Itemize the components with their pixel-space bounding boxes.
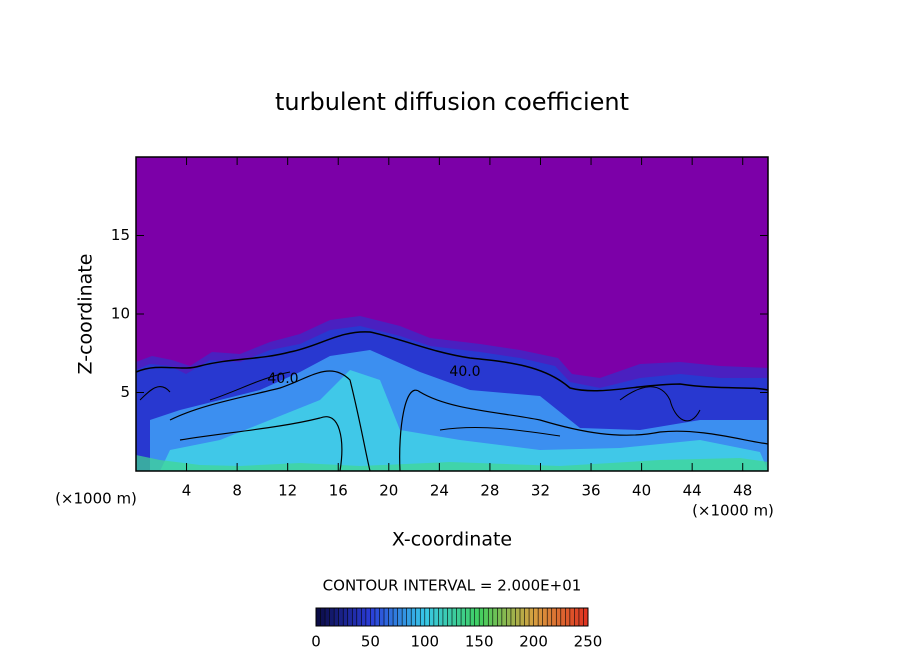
colorbar-cell bbox=[488, 608, 493, 626]
colorbar-tick-label: 0 bbox=[311, 633, 321, 651]
colorbar-cell bbox=[424, 608, 430, 626]
colorbar-tick-label: 50 bbox=[361, 633, 380, 651]
colorbar-cell bbox=[479, 608, 484, 626]
colorbar-cell bbox=[452, 608, 457, 626]
x-tick-label: 12 bbox=[278, 482, 297, 500]
contour-line bbox=[135, 331, 769, 392]
colorbar-cell bbox=[320, 608, 326, 626]
colorbar-cell bbox=[438, 608, 443, 626]
x-unit: (×1000 m) bbox=[692, 502, 774, 520]
colorbar-cell bbox=[329, 608, 335, 626]
colorbar-tick-label: 150 bbox=[465, 633, 494, 651]
colorbar-cell bbox=[510, 608, 516, 626]
colorbar-cell bbox=[538, 608, 543, 626]
colorbar-cell bbox=[465, 608, 471, 626]
colorbar-cell bbox=[384, 608, 389, 626]
colorbar-cell bbox=[338, 608, 344, 626]
colorbar-cell bbox=[569, 608, 575, 626]
x-tick-label: 20 bbox=[379, 482, 398, 500]
colorbar-cell bbox=[501, 608, 507, 626]
colorbar-cell bbox=[447, 608, 452, 626]
colorbar-cell bbox=[497, 608, 502, 626]
x-tick-label: 40 bbox=[632, 482, 651, 500]
x-axis-label: X-coordinate bbox=[392, 529, 512, 551]
x-tick-label: 24 bbox=[430, 482, 449, 500]
x-tick-label: 8 bbox=[232, 482, 242, 500]
colorbar-cell bbox=[483, 608, 489, 626]
colorbar-cell bbox=[388, 608, 394, 626]
colorbar-cell bbox=[347, 608, 353, 626]
colorbar-cell bbox=[529, 608, 534, 626]
colorbar-cell bbox=[560, 608, 566, 626]
colorbar-cell bbox=[370, 608, 375, 626]
colorbar-cell bbox=[352, 608, 357, 626]
colorbar-cell bbox=[470, 608, 475, 626]
colorbar-cell bbox=[433, 608, 439, 626]
colorbar-cell bbox=[406, 608, 412, 626]
colorbar-cell bbox=[361, 608, 366, 626]
field-patch bbox=[136, 455, 768, 471]
colorbar-cell bbox=[492, 608, 498, 626]
colorbar-frame bbox=[315, 607, 589, 627]
colorbar-cell bbox=[402, 608, 407, 626]
colorbar-cell bbox=[365, 608, 371, 626]
x-tick-label: 16 bbox=[329, 482, 348, 500]
x-tick-label: 44 bbox=[683, 482, 702, 500]
colorbar-cell bbox=[542, 608, 548, 626]
chart-title: turbulent diffusion coefficient bbox=[275, 88, 629, 116]
x-tick-label: 48 bbox=[733, 482, 752, 500]
colorbar-cell bbox=[356, 608, 362, 626]
y-tick-label: 5 bbox=[120, 383, 130, 401]
colorbar-cell bbox=[578, 608, 584, 626]
colorbar-cell bbox=[374, 608, 380, 626]
y-axis-label: Z-coordinate bbox=[75, 254, 97, 375]
colorbar-cell bbox=[393, 608, 398, 626]
colorbar-cell bbox=[547, 608, 552, 626]
colorbar-cell bbox=[429, 608, 434, 626]
y-tick-label: 10 bbox=[111, 305, 130, 323]
colorbar-cell bbox=[565, 608, 570, 626]
contour-line bbox=[139, 371, 701, 437]
colorbar-cell bbox=[533, 608, 539, 626]
colorbar-cell bbox=[420, 608, 425, 626]
field-inner-bright bbox=[160, 370, 768, 471]
colorbar-cell bbox=[397, 608, 403, 626]
colorbar-cell bbox=[316, 608, 321, 626]
colorbar-cell bbox=[556, 608, 561, 626]
x-tick-label: 36 bbox=[581, 482, 600, 500]
colorbar-cell bbox=[343, 608, 348, 626]
colorbar-cell bbox=[524, 608, 530, 626]
colorbar-cell bbox=[506, 608, 511, 626]
colorbar-cell bbox=[334, 608, 339, 626]
colorbar-cell bbox=[461, 608, 466, 626]
colorbar-cell bbox=[442, 608, 448, 626]
colorbar-cell bbox=[551, 608, 557, 626]
colorbar-cell bbox=[415, 608, 421, 626]
x-tick-label: 28 bbox=[480, 482, 499, 500]
colorbar-cell bbox=[411, 608, 416, 626]
colorbar-cell bbox=[520, 608, 525, 626]
colorbar-cell bbox=[456, 608, 462, 626]
y-tick-label: 15 bbox=[111, 226, 130, 244]
contour-line bbox=[169, 370, 769, 472]
colorbar-cell bbox=[325, 608, 330, 626]
contour-label: 40.0 bbox=[267, 371, 298, 387]
contour-label: 40.0 bbox=[449, 364, 480, 380]
y-unit: (×1000 m) bbox=[55, 490, 137, 508]
colorbar-tick-label: 100 bbox=[410, 633, 439, 651]
colorbar-tick-label: 200 bbox=[519, 633, 548, 651]
colorbar-cell bbox=[474, 608, 480, 626]
x-tick-label: 4 bbox=[182, 482, 192, 500]
colorbar-cell bbox=[515, 608, 520, 626]
colorbar-tick-label: 250 bbox=[574, 633, 603, 651]
field: 40.0 40.0 bbox=[135, 157, 769, 472]
colorbar-cell bbox=[583, 608, 588, 626]
contour-interval: CONTOUR INTERVAL = 2.000E+01 bbox=[323, 577, 582, 595]
colorbar-cell bbox=[574, 608, 579, 626]
x-tick-label: 32 bbox=[531, 482, 550, 500]
colorbar-cell bbox=[379, 608, 384, 626]
